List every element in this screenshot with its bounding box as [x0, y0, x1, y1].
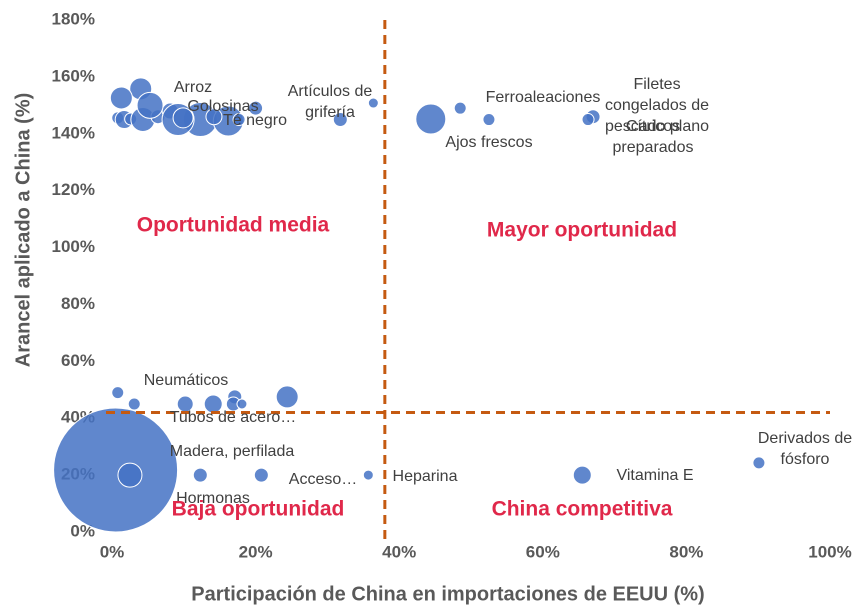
bubble [117, 462, 143, 488]
point-label: Heparina [393, 468, 458, 485]
bubble [109, 86, 133, 110]
bubble [482, 113, 496, 127]
point-label: Vitamina E [616, 467, 693, 484]
quadrant-label: Oportunidad media [137, 214, 330, 237]
x-tick-label: 80% [669, 542, 703, 561]
quadrant-label: Baja oportunidad [172, 498, 345, 521]
x-tick-label: 20% [239, 542, 273, 561]
point-label: Cítricos preparados [613, 118, 694, 156]
bubble [192, 467, 208, 483]
point-label: Madera, perfilada [170, 443, 295, 460]
bubble [127, 397, 141, 411]
point-label: Acceso… [289, 471, 357, 488]
y-tick-label: 180% [52, 9, 95, 28]
x-axis-title: Participación de China en importaciones … [191, 583, 704, 605]
y-tick-label: 140% [52, 123, 95, 142]
point-label: Golosinas [187, 98, 258, 115]
bubble [362, 469, 374, 481]
bubble [172, 107, 194, 129]
bubble [111, 386, 125, 400]
bubble [232, 113, 246, 127]
y-tick-label: 160% [52, 66, 95, 85]
bubble [581, 113, 595, 127]
bubble [136, 91, 164, 119]
point-label: Ferroaleaciones [486, 89, 601, 106]
point-label: Arroz [174, 79, 212, 96]
bubble [253, 467, 269, 483]
y-axis-title: Arancel aplicado a China (%) [12, 93, 34, 368]
point-label: Neumáticos [144, 372, 228, 389]
y-tick-label: 60% [61, 351, 95, 370]
x-tick-label: 60% [526, 542, 560, 561]
x-tick-label: 0% [100, 542, 125, 561]
y-tick-label: 120% [52, 180, 95, 199]
x-tick-label: 100% [808, 542, 851, 561]
point-label: Hormonas [176, 490, 250, 507]
point-label: Filetes congelados de pescado plano [605, 76, 709, 135]
point-label: Tubos de acero… [170, 409, 297, 426]
bubble [248, 100, 264, 116]
bubble [367, 97, 379, 109]
y-tick-label: 80% [61, 294, 95, 313]
bubble [53, 407, 179, 533]
point-label: Derivados de fósforo [758, 430, 852, 468]
bubble [752, 456, 766, 470]
x-tick-label: 40% [382, 542, 416, 561]
quadrant-label: China competitiva [492, 498, 673, 521]
bubble [332, 112, 348, 128]
bubble [205, 108, 223, 126]
point-label: Té negro [223, 112, 287, 129]
quadrant-label: Mayor oportunidad [487, 219, 677, 242]
bubble [572, 465, 592, 485]
bubble [453, 101, 467, 115]
point-label: Artículos de grifería [288, 83, 373, 121]
bubble [415, 103, 447, 135]
bubble [275, 385, 299, 409]
point-label: Ajos frescos [445, 134, 532, 151]
y-tick-label: 100% [52, 237, 95, 256]
bubble [236, 398, 248, 410]
